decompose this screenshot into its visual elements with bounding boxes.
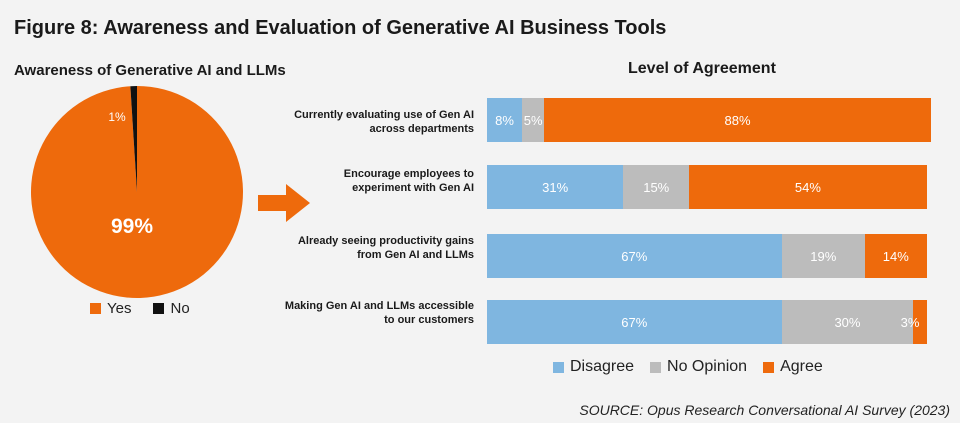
bar-value-label: 3% <box>900 314 920 330</box>
row-label-accessible: Making Gen AI and LLMs accessible to our… <box>284 300 474 326</box>
bar-value-label: 8% <box>495 112 514 128</box>
row-label-productivity: Already seeing productivity gains from G… <box>297 235 474 261</box>
legend-swatch-disagree <box>553 361 564 373</box>
bar-value-label: 14% <box>882 248 909 264</box>
pie-legend-yes-label: Yes <box>107 300 132 317</box>
pie-legend: Yes No <box>90 300 190 317</box>
bar-legend-disagree: Disagree <box>553 358 634 376</box>
bar-value-label: 67% <box>621 248 648 264</box>
legend-swatch-agree <box>763 361 775 373</box>
pie-label-no: 1% <box>108 110 126 124</box>
pie-chart: 99% 1% <box>31 86 244 298</box>
bar-segment-disagree-row1: 8% <box>487 98 523 142</box>
bar-segment-agree-row1: 88% <box>544 98 931 142</box>
bar-segment-no-opinion-row2: 15% <box>623 165 690 209</box>
bar-value-label: 54% <box>794 179 821 195</box>
bar-value-label: 67% <box>621 314 648 330</box>
legend-swatch-no <box>153 303 165 314</box>
bar-value-label: 88% <box>724 112 751 128</box>
bar-segment-no-opinion-row4: 30% <box>781 300 914 344</box>
pie-slice-no <box>130 86 137 192</box>
pie-legend-no: No <box>153 300 190 317</box>
pie-label-yes: 99% <box>111 215 153 238</box>
bar-legend-no-opinion: No Opinion <box>650 358 747 376</box>
bar-value-label: 31% <box>542 179 569 195</box>
bar-segment-agree-row3: 14% <box>865 234 927 278</box>
bar-legend: Disagree No Opinion Agree <box>553 358 823 376</box>
bar-legend-agree: Agree <box>763 358 823 376</box>
legend-swatch-no-opinion <box>650 361 662 373</box>
bar-segment-agree-row2: 54% <box>689 165 927 209</box>
bar-segment-disagree-row3: 67% <box>487 234 782 278</box>
row-label-encourage: Encourage employees to experiment with G… <box>343 168 474 194</box>
figure-title: Figure 8: Awareness and Evaluation of Ge… <box>14 17 667 39</box>
bar-value-label: 5% <box>523 112 543 128</box>
bar-value-label: 30% <box>834 314 861 330</box>
pie-legend-no-label: No <box>170 300 190 317</box>
bar-legend-no-opinion-label: No Opinion <box>667 358 748 375</box>
bar-segment-no-opinion-row1: 5% <box>522 98 545 142</box>
pie-chart-title: Awareness of Generative AI and LLMs <box>14 62 286 79</box>
bar-segment-disagree-row2: 31% <box>487 165 624 209</box>
bar-segment-no-opinion-row3: 19% <box>781 234 866 278</box>
bar-legend-agree-label: Agree <box>780 358 823 375</box>
bar-legend-disagree-label: Disagree <box>570 358 635 375</box>
bar-value-label: 15% <box>643 179 670 195</box>
bar-segment-agree-row4: 3% <box>901 300 927 344</box>
bar-chart-title: Level of Agreement <box>628 60 776 77</box>
bar-segment-disagree-row4: 67% <box>487 300 782 344</box>
source-note: SOURCE: Opus Research Conversational AI … <box>579 402 950 418</box>
pie-legend-yes: Yes <box>90 300 131 317</box>
legend-swatch-yes <box>90 303 101 314</box>
right-arrow-icon <box>258 184 310 222</box>
bar-value-label: 19% <box>810 248 837 264</box>
row-label-evaluating: Currently evaluating use of Gen AI acros… <box>294 109 474 135</box>
